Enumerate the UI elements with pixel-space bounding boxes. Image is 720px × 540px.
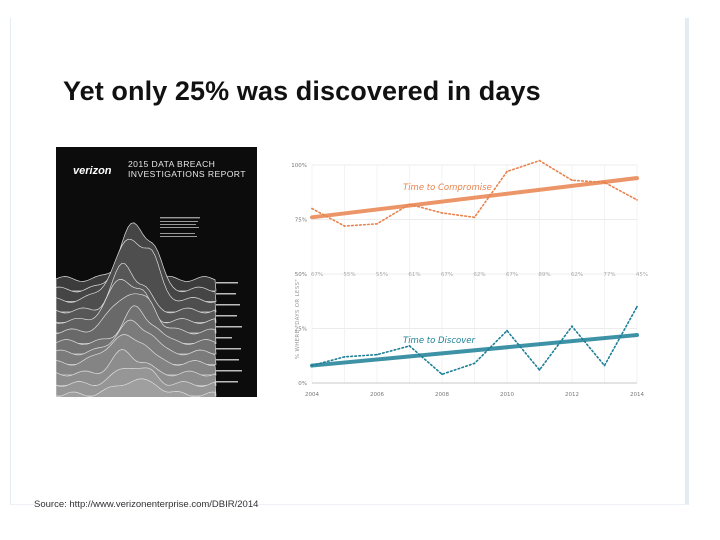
data-point [376,353,378,356]
data-point [408,203,411,206]
gap-label: 45% [636,272,648,278]
data-point [571,325,573,328]
gap-label: 62% [473,272,485,278]
gap-label: 62% [571,272,583,278]
data-point [636,305,638,308]
ridge-shape [56,238,217,313]
ridgeline-artwork [56,217,242,397]
data-point [311,364,313,367]
data-point [538,159,541,162]
data-point [408,345,411,347]
gap-label: 55% [376,272,388,278]
slide-title: Yet only 25% was discovered in days [63,76,541,106]
x-tick-label: 2004 [305,392,319,398]
source-citation: Source: http://www.verizonenterprise.com… [34,499,259,510]
gap-label: 61% [408,272,420,278]
trend-line [310,176,639,220]
data-point [473,216,476,219]
gap-label: 55% [343,272,355,278]
x-tick-label: 2008 [435,392,449,398]
gap-label: 67% [311,272,323,278]
data-point [376,222,378,225]
data-point [603,364,606,367]
series-label: Time to Compromise [403,183,492,193]
data-point [473,362,476,365]
line-chart: 100% 75% 50% 25% 0% 2004 2006 2008 2010 2012 2014… [279,151,651,409]
slide: Yet only 25% was discovered in days [10,18,689,510]
data-point [571,179,573,182]
data-point [441,373,443,376]
cover-title: 2015 DATA BREACH INVESTIGATIONS REPORT [128,159,246,179]
ridge-shape [56,349,217,386]
y-tick-label: 75% [295,218,307,224]
chart-svg: 100% 75% 50% 25% 0% 2004 2006 2008 2010 2012 2014… [291,159,648,398]
data-point [538,369,541,371]
cover-title-line-2: INVESTIGATIONS REPORT [128,169,246,179]
report-cover-image: verizon 2015 DATA BREACH INVESTIGATIONS … [56,147,257,397]
data-point [603,181,606,184]
y-tick-label: 100% [291,163,307,169]
gap-label: 89% [538,272,550,278]
data-point [343,355,346,358]
x-tick-label: 2014 [630,392,644,398]
y-tick-label: 50% [295,272,307,278]
data-point [441,212,443,214]
data-point [311,207,313,210]
x-tick-label: 2006 [370,392,384,398]
series-label: Time to Discover [403,336,475,346]
y-axis-label: % WHERE "DAYS OR LESS" [295,279,301,359]
data-point [636,198,638,201]
data-point [506,329,508,332]
ridge-shape [56,334,217,376]
data-point [506,170,508,173]
gap-label: 77% [603,272,615,278]
ridge-shape [56,378,216,397]
verizon-logo: verizon [73,165,112,177]
y-tick-label: 25% [295,327,307,333]
gap-label: 67% [441,272,453,278]
y-tick-label: 0% [298,381,307,387]
x-tick-label: 2010 [500,392,514,398]
data-point [343,225,346,227]
cover-title-line-1: 2015 DATA BREACH [128,159,216,169]
series-time-to-compromise: Time to Compromise [310,159,639,227]
x-tick-label: 2012 [565,392,579,398]
series-time-to-discover: Time to Discover [310,305,639,376]
gap-label: 67% [506,272,518,278]
